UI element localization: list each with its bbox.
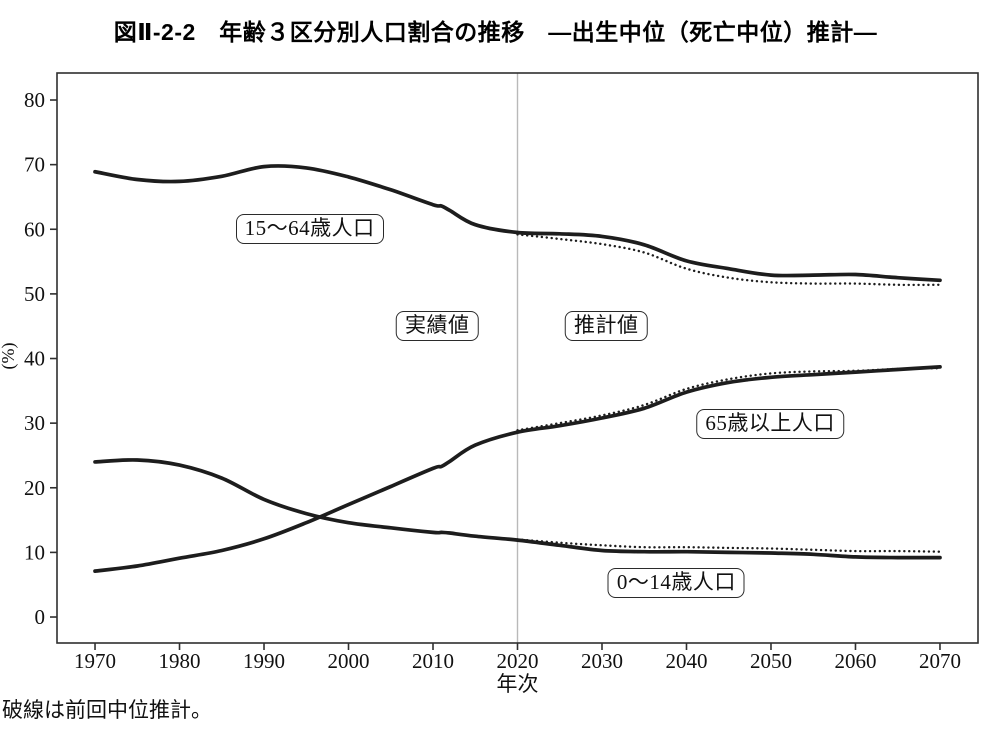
y-tick-label: 80 <box>24 88 45 112</box>
y-tick-label: 10 <box>24 540 45 564</box>
x-tick-label: 1970 <box>74 649 116 673</box>
y-tick-label: 50 <box>24 282 45 306</box>
chart-title: 図Ⅱ-2-2 年齢３区分別人口割合の推移 ―出生中位（死亡中位）推計― <box>113 19 878 45</box>
x-tick-label: 1980 <box>159 649 201 673</box>
y-axis-label: (%) <box>0 343 19 370</box>
series-line-children <box>93 458 942 560</box>
x-tick-label: 2050 <box>750 649 792 673</box>
x-tick-label: 1990 <box>243 649 285 673</box>
x-tick-label: 2040 <box>665 649 707 673</box>
series-line-working-prev <box>516 233 942 287</box>
y-tick-label: 20 <box>24 476 45 500</box>
x-tick-label: 2060 <box>834 649 876 673</box>
y-tick-label: 70 <box>24 153 45 177</box>
x-tick-label: 2070 <box>919 649 961 673</box>
x-tick-label: 2030 <box>581 649 623 673</box>
series-line-children-prev <box>516 538 942 553</box>
label-children: 0〜14歳人口 <box>607 567 745 598</box>
label-working: 15〜64歳人口 <box>235 214 384 245</box>
series-line-elderly <box>93 365 942 573</box>
x-tick-label: 2020 <box>497 649 539 673</box>
y-tick-label: 60 <box>24 217 45 241</box>
x-tick-label: 2000 <box>328 649 370 673</box>
footnote: 破線は前回中位推計。 <box>2 698 212 722</box>
x-tick-label: 2010 <box>412 649 454 673</box>
series-line-working <box>93 164 942 283</box>
x-axis-label: 年次 <box>497 672 539 696</box>
label-projected: 推計値 <box>564 311 648 342</box>
label-actual: 実績値 <box>395 311 479 342</box>
y-tick-label: 40 <box>24 347 45 371</box>
y-tick-label: 30 <box>24 411 45 435</box>
y-tick-label: 0 <box>35 605 46 629</box>
label-elderly: 65歳以上人口 <box>696 408 844 439</box>
